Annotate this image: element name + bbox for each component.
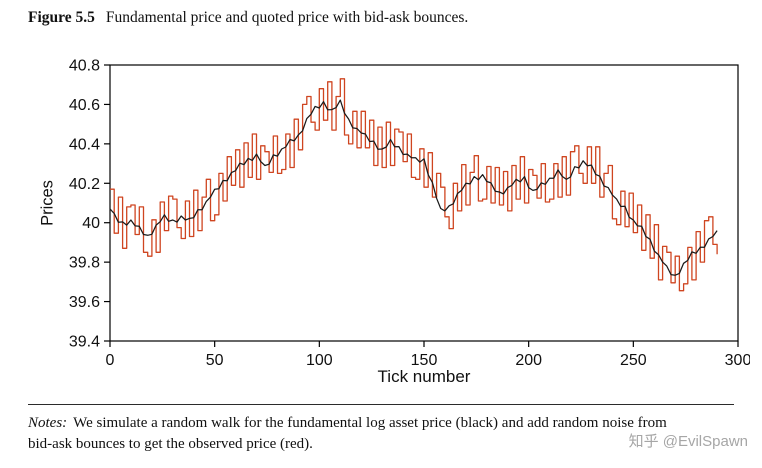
y-tick-label: 40.2 [69, 176, 100, 193]
y-tick-label: 40 [82, 215, 100, 232]
y-tick-label: 40.6 [69, 97, 100, 114]
figure-caption-text: Fundamental price and quoted price with … [105, 9, 469, 26]
x-tick-label: 150 [411, 352, 438, 367]
notes-label: Notes: [28, 415, 68, 431]
notes: Notes: We simulate a random walk for the … [28, 413, 683, 456]
y-tick-label: 39.4 [69, 334, 100, 351]
y-tick-label: 39.8 [69, 255, 100, 272]
x-tick-label: 200 [515, 352, 542, 367]
y-axis-title: Prices [38, 180, 57, 226]
x-tick-label: 100 [306, 352, 333, 367]
quoted-price-line [110, 78, 718, 292]
x-tick-label: 0 [106, 352, 115, 367]
x-axis-title: Tick number [377, 367, 471, 386]
figure-caption: Figure 5.5 Fundamental price and quoted p… [28, 9, 742, 27]
x-tick-label: 250 [620, 352, 647, 367]
y-tick-label: 39.6 [69, 294, 100, 311]
figure-label: Figure 5.5 [28, 9, 95, 26]
y-tick-label: 40.4 [69, 136, 100, 153]
y-tick-label: 40.8 [69, 58, 100, 75]
x-tick-label: 300 [725, 352, 750, 367]
fundamental-price-line [109, 99, 718, 276]
price-chart: 39.4 39.6 39.8 40 40.2 40.4 40.6 40.8 0 50 100 150 2… [69, 58, 750, 368]
plot-frame [109, 64, 739, 342]
watermark: 知乎 @EvilSpawn [629, 430, 748, 451]
zhihu-watermark-text: 知乎 @EvilSpawn [628, 433, 748, 450]
notes-divider [28, 404, 734, 405]
notes-text: We simulate a random walk for the fundam… [28, 415, 667, 453]
x-tick-label: 50 [206, 352, 224, 367]
